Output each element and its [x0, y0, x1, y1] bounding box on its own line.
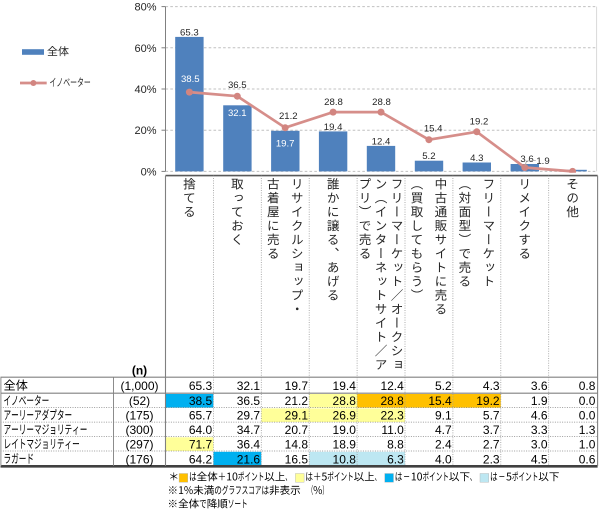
svg-text:(52): (52) — [129, 394, 150, 408]
svg-text:32.1: 32.1 — [228, 108, 247, 119]
svg-text:16.5: 16.5 — [285, 452, 309, 466]
svg-text:19.0: 19.0 — [333, 423, 357, 437]
svg-text:29.1: 29.1 — [285, 409, 309, 423]
svg-text:20%: 20% — [134, 125, 156, 137]
svg-text:21.6: 21.6 — [237, 452, 261, 466]
svg-text:3.6: 3.6 — [531, 379, 548, 393]
svg-text:32.1: 32.1 — [237, 379, 261, 393]
svg-text:5.2: 5.2 — [435, 379, 452, 393]
svg-text:0.6: 0.6 — [579, 452, 596, 466]
svg-text:2.7: 2.7 — [483, 438, 500, 452]
svg-text:19.4: 19.4 — [324, 122, 343, 133]
svg-text:80%: 80% — [134, 2, 156, 14]
svg-text:1.3: 1.3 — [579, 423, 596, 437]
svg-text:15.4: 15.4 — [428, 394, 452, 408]
svg-text:1.9: 1.9 — [531, 394, 548, 408]
svg-text:71.7: 71.7 — [189, 438, 213, 452]
svg-text:0%: 0% — [141, 166, 157, 178]
svg-text:28.8: 28.8 — [324, 97, 343, 108]
svg-text:1.9: 1.9 — [536, 156, 549, 167]
svg-text:65.7: 65.7 — [189, 409, 213, 423]
svg-text:0.0: 0.0 — [579, 394, 596, 408]
svg-text:14.8: 14.8 — [285, 438, 309, 452]
svg-text:26.9: 26.9 — [333, 409, 357, 423]
svg-text:3.6: 3.6 — [520, 154, 533, 165]
svg-text:3.7: 3.7 — [483, 423, 500, 437]
svg-text:29.7: 29.7 — [237, 409, 261, 423]
svg-text:8.8: 8.8 — [387, 438, 404, 452]
svg-text:38.5: 38.5 — [181, 74, 200, 85]
svg-text:34.7: 34.7 — [237, 423, 261, 437]
svg-text:60%: 60% — [134, 43, 156, 55]
svg-text:9.1: 9.1 — [435, 409, 452, 423]
svg-text:64.0: 64.0 — [189, 423, 213, 437]
svg-text:1.0: 1.0 — [579, 438, 596, 452]
svg-text:11.0: 11.0 — [381, 423, 404, 437]
svg-text:28.8: 28.8 — [380, 394, 404, 408]
svg-text:21.2: 21.2 — [285, 394, 309, 408]
svg-text:3.3: 3.3 — [531, 423, 548, 437]
svg-text:19.2: 19.2 — [476, 394, 500, 408]
svg-text:65.3: 65.3 — [189, 379, 213, 393]
svg-text:5.7: 5.7 — [483, 409, 500, 423]
svg-text:(n): (n) — [132, 363, 147, 377]
svg-text:2.4: 2.4 — [435, 438, 452, 452]
svg-text:12.4: 12.4 — [380, 379, 404, 393]
svg-text:5.2: 5.2 — [422, 151, 435, 162]
svg-text:18.9: 18.9 — [333, 438, 357, 452]
svg-text:(297): (297) — [125, 438, 153, 452]
svg-text:4.6: 4.6 — [531, 409, 548, 423]
svg-text:10.8: 10.8 — [333, 452, 357, 466]
svg-text:22.3: 22.3 — [380, 409, 404, 423]
svg-text:28.8: 28.8 — [333, 394, 357, 408]
svg-text:20.7: 20.7 — [285, 423, 309, 437]
svg-text:40%: 40% — [134, 84, 156, 96]
svg-text:(1,000): (1,000) — [120, 379, 158, 393]
svg-text:36.4: 36.4 — [237, 438, 261, 452]
svg-text:65.3: 65.3 — [180, 27, 199, 38]
svg-text:(176): (176) — [125, 452, 153, 466]
svg-text:19.2: 19.2 — [470, 116, 489, 127]
svg-text:19.7: 19.7 — [276, 138, 295, 149]
svg-text:21.2: 21.2 — [279, 111, 298, 122]
svg-text:4.7: 4.7 — [435, 423, 452, 437]
svg-text:36.5: 36.5 — [228, 80, 247, 91]
svg-text:12.4: 12.4 — [372, 136, 391, 147]
svg-text:4.3: 4.3 — [470, 153, 483, 164]
svg-text:0.8: 0.8 — [579, 379, 596, 393]
svg-text:36.5: 36.5 — [237, 394, 261, 408]
svg-text:64.2: 64.2 — [189, 452, 213, 466]
svg-text:4.5: 4.5 — [531, 452, 548, 466]
svg-text:4.3: 4.3 — [483, 379, 500, 393]
svg-text:15.4: 15.4 — [424, 124, 443, 135]
svg-text:4.0: 4.0 — [435, 452, 452, 466]
svg-text:6.3: 6.3 — [387, 452, 404, 466]
svg-text:(300): (300) — [125, 423, 153, 437]
svg-text:28.8: 28.8 — [372, 97, 391, 108]
svg-text:19.7: 19.7 — [285, 379, 309, 393]
svg-text:19.4: 19.4 — [333, 379, 357, 393]
svg-text:2.3: 2.3 — [483, 452, 500, 466]
svg-text:3.0: 3.0 — [531, 438, 548, 452]
svg-text:0.0: 0.0 — [579, 409, 596, 423]
svg-text:(175): (175) — [125, 409, 153, 423]
svg-text:38.5: 38.5 — [189, 394, 213, 408]
